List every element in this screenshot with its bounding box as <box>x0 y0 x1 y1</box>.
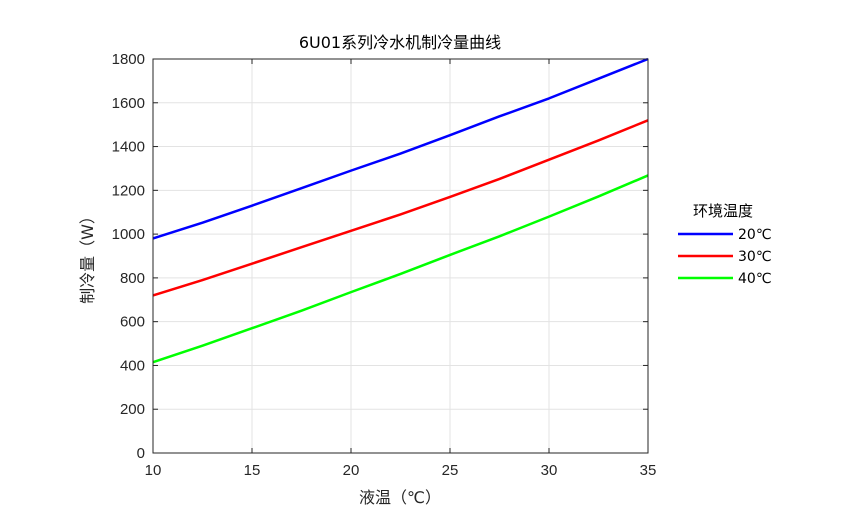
x-tick-label: 20 <box>343 462 360 479</box>
legend-entry: 40℃ <box>738 271 772 287</box>
y-axis: 0 200 400 600 800 1000 1200 1400 1600 1800 <box>112 51 648 462</box>
y-tick-label: 200 <box>120 401 145 418</box>
legend-entry: 30℃ <box>738 249 772 265</box>
y-tick-label: 1600 <box>112 95 145 112</box>
legend: 环境温度 20℃ 30℃ 40℃ <box>678 202 772 287</box>
x-axis-label: 液温（℃） <box>359 488 441 507</box>
legend-title: 环境温度 <box>693 202 753 220</box>
x-tick-label: 25 <box>442 462 459 479</box>
plot-area <box>153 59 648 453</box>
y-tick-label: 1800 <box>112 51 145 68</box>
y-axis-label: 制冷量（W） <box>78 208 97 304</box>
y-tick-label: 1000 <box>112 226 145 243</box>
series-line-40℃ <box>152 174 649 364</box>
y-tick-label: 800 <box>120 270 145 287</box>
series-line-30℃ <box>152 119 649 297</box>
x-tick-label: 10 <box>145 462 162 479</box>
plot-frame <box>152 58 649 454</box>
y-tick-label: 400 <box>120 357 145 374</box>
series-group <box>152 57 649 364</box>
y-tick-label: 0 <box>137 445 145 462</box>
chart-title: 6U01系列冷水机制冷量曲线 <box>299 33 501 52</box>
y-tick-label: 1200 <box>112 182 145 199</box>
x-axis: 10 15 20 25 30 35 <box>145 59 657 479</box>
y-tick-label: 1400 <box>112 139 145 156</box>
series-line-20℃ <box>152 57 649 240</box>
x-tick-label: 15 <box>244 462 261 479</box>
legend-entry: 20℃ <box>738 227 772 243</box>
x-tick-label: 35 <box>640 462 657 479</box>
x-tick-label: 30 <box>541 462 558 479</box>
y-tick-label: 600 <box>120 314 145 331</box>
